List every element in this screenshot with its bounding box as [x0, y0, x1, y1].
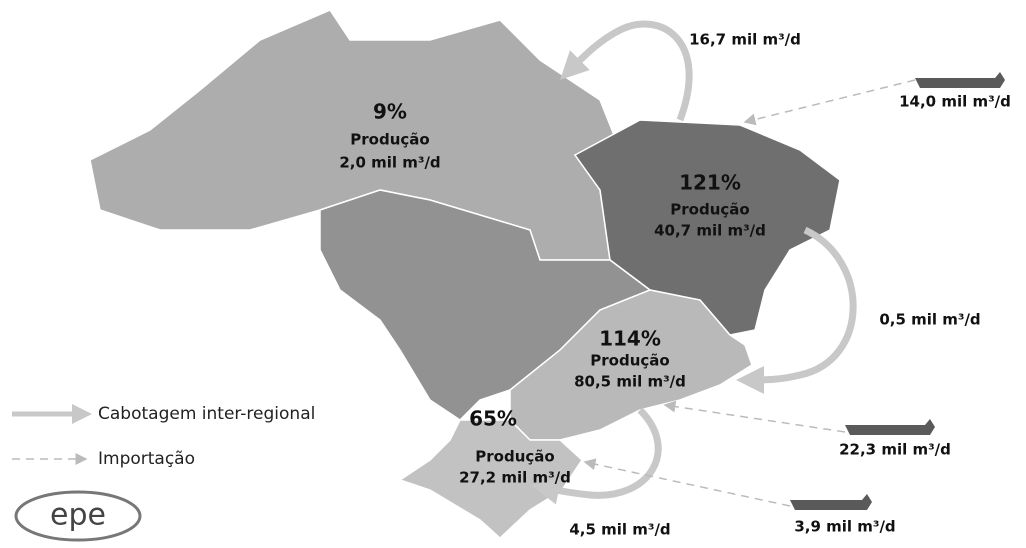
- region-share: 114%: [599, 327, 661, 351]
- import-arrow: [743, 79, 916, 126]
- import-label: 22,3 mil m³/d: [839, 441, 951, 459]
- ship-icon: [845, 419, 935, 435]
- cabotage-arrow: [560, 20, 693, 122]
- region-value: 40,7 mil m³/d: [654, 222, 766, 240]
- cabotage-arrow: [531, 407, 662, 505]
- region-value: 27,2 mil m³/d: [459, 469, 571, 487]
- import-arrow: [583, 458, 791, 507]
- legend-label: Cabotagem inter-regional: [98, 404, 315, 424]
- import-arrow: [663, 400, 846, 433]
- cabotage-label: 0,5 mil m³/d: [879, 311, 980, 329]
- region-share: 65%: [469, 407, 517, 431]
- ship-icon: [790, 494, 872, 510]
- region-southeast: [509, 289, 753, 441]
- region-label: Produção: [475, 448, 554, 466]
- legend-label: Importação: [98, 449, 195, 469]
- region-label: Produção: [670, 201, 749, 219]
- region-value: 80,5 mil m³/d: [574, 373, 686, 391]
- region-share: 9%: [373, 100, 407, 124]
- ship-icon: [915, 72, 1005, 88]
- region-share: 121%: [679, 171, 741, 195]
- cabotage-label: 4,5 mil m³/d: [569, 521, 670, 539]
- region-label: Produção: [350, 131, 429, 149]
- logo: epe: [50, 498, 106, 533]
- cabotage-label: 16,7 mil m³/d: [689, 31, 801, 49]
- cabotage-arrow: [736, 226, 857, 394]
- region-value: 2,0 mil m³/d: [339, 154, 440, 172]
- region-label: Produção: [590, 352, 669, 370]
- logo-ring: [14, 490, 142, 542]
- import-label: 14,0 mil m³/d: [899, 93, 1011, 111]
- region-south: [398, 419, 583, 540]
- import-label: 3,9 mil m³/d: [794, 518, 895, 536]
